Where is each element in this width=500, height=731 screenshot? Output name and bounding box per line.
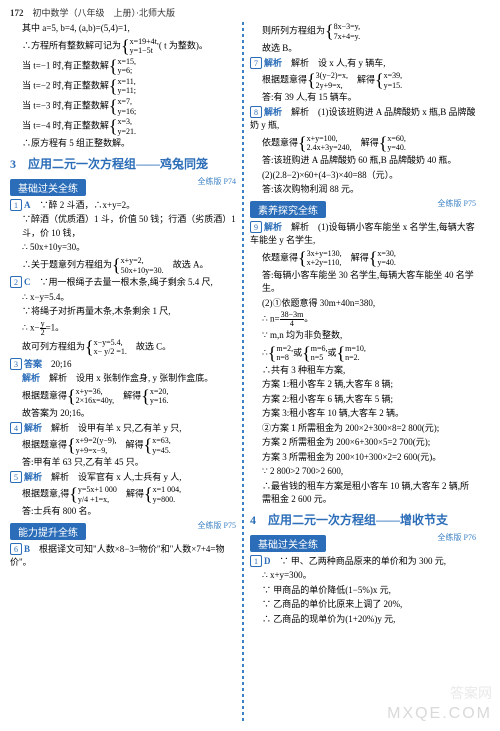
text-line: 方案 3 所需租金为 200×10+300×2=2 600(元)。 bbox=[250, 451, 476, 465]
qnum-8: 8 bbox=[250, 106, 262, 118]
text-line: ∴方程所有整数解可记为{x=19+4t,y=1−5t( t 为整数)。 bbox=[10, 37, 236, 56]
text-line: 方案 3:租小客车 10 辆,大客车 2 辆。 bbox=[250, 407, 476, 421]
page-ref: 全练版 P75 bbox=[438, 198, 476, 209]
text-line: 当 t=−4 时,有正整数解{x=3,y=21. bbox=[10, 117, 236, 136]
watermark: MXQE.COM bbox=[387, 705, 492, 723]
text-line: ∵ m,n 均为非负整数, bbox=[250, 329, 476, 343]
text-line: 根据题意,得{y=5x+1 000y/4 +1=x, 解得{x=1 004,y=… bbox=[10, 485, 236, 504]
page-num: 172 bbox=[10, 8, 24, 18]
page-ref: 全练版 P75 bbox=[198, 520, 236, 531]
text-line: 答:该次购物利润 88 元。 bbox=[250, 183, 476, 197]
text-line: ∵醉酒（优质酒）1 斗，价值 50 钱；行酒（劣质酒）1 斗，价 10 钱， bbox=[10, 213, 236, 240]
q5: 5解析 解析 设军官有 x 人,士兵有 y 人, bbox=[10, 471, 236, 485]
right-column: 则所列方程组为{8x−3=y,7x+4=y. 故选 B。 7解析 解析 设 x … bbox=[244, 8, 476, 721]
text-line: 其中 a=5, b=4, (a,b)=(5,4)=1, bbox=[10, 22, 236, 36]
left-column: 其中 a=5, b=4, (a,b)=(5,4)=1, ∴方程所有整数解可记为{… bbox=[10, 8, 242, 721]
watermark-2: 答案网 bbox=[450, 683, 492, 703]
ribbon-row: 基础过关全练 全练版 P74 bbox=[10, 176, 236, 199]
q1r: 1D ∵ 甲、乙两种商品原来的单价和为 300 元, bbox=[250, 555, 476, 569]
text-line: ∴关于题意列方程组为{x+y=2,50x+10y=30. 故选 A。 bbox=[10, 256, 236, 275]
text-line: 则所列方程组为{8x−3=y,7x+4=y. bbox=[250, 22, 476, 41]
text-line: 方案 2:租小客车 6 辆,大客车 5 辆; bbox=[250, 393, 476, 407]
q7: 7解析 解析 设 x 人,有 y 辆车, bbox=[250, 57, 476, 71]
text-line: ∵ 乙商品的单价比原来上调了 20%, bbox=[250, 598, 476, 612]
text-line: (2)(2.8−2)×60+(4−3)×40=88（元）。 bbox=[250, 169, 476, 183]
text-line: ∵ 甲商品的单价降低(1−5%)x 元, bbox=[250, 584, 476, 598]
text-line: (2)①依题意得 30m+40n=380, bbox=[250, 297, 476, 311]
page-ref: 全练版 P76 bbox=[438, 532, 476, 543]
qnum-4: 4 bbox=[10, 422, 22, 434]
text-line: 答:每辆小客车能坐 30 名学生,每辆大客车能坐 40 名学生。 bbox=[250, 269, 476, 296]
qnum-1: 1 bbox=[10, 199, 22, 211]
text-line: ∴最省钱的租车方案是租小客车 10 辆,大客车 2 辆,所需租金 2 600 元… bbox=[250, 480, 476, 507]
text-line: 根据题意得{x+y=36,2×16x=40y, 解得{x=20,y=16. bbox=[10, 387, 236, 406]
text-line: 解析 解析 设用 x 张制作盒身, y 张制作盒底。 bbox=[10, 372, 236, 386]
ribbon-basic: 基础过关全练 bbox=[10, 179, 86, 196]
book-title: 初中数学（八年级 上册）·北师大版 bbox=[33, 8, 176, 18]
text-line: ∴ 乙商品的现单价为(1+20%)y 元, bbox=[250, 613, 476, 627]
qnum-1r: 1 bbox=[250, 555, 262, 567]
page-ref: 全练版 P74 bbox=[198, 176, 236, 187]
text-line: ∵将绳子对折再量木条,木条剩余 1 尺, bbox=[10, 305, 236, 319]
text-line: ∴ n=38−3m4。 bbox=[250, 311, 476, 328]
text-line: 当 t=−1 时,有正整数解{x=15,y=6; bbox=[10, 57, 236, 76]
text-line: ∴ x+y=300。 bbox=[250, 569, 476, 583]
q3: 3答案 20;16 bbox=[10, 358, 236, 372]
section-3-title: 3 应用二元一次方程组——鸡兔同笼 bbox=[10, 155, 236, 172]
page-header: 172 初中数学（八年级 上册）·北师大版 bbox=[10, 6, 175, 19]
q2: 2C ∵用一根绳子去量一根木条,绳子剩余 5.4 尺, bbox=[10, 276, 236, 290]
ribbon-basic-2: 基础过关全练 bbox=[250, 535, 326, 552]
ribbon-row: 素养探究全练 全练版 P75 bbox=[250, 198, 476, 221]
ribbon-explore: 素养探究全练 bbox=[250, 201, 326, 218]
text-line: ②方案 1 所需租金为 200×2+300×8=2 800(元); bbox=[250, 422, 476, 436]
text-line: ∴ 50x+10y=30。 bbox=[10, 241, 236, 255]
ribbon-row: 能力提升全练 全练版 P75 bbox=[10, 520, 236, 543]
qnum-3: 3 bbox=[10, 358, 22, 370]
text-line: 方案 1:租小客车 2 辆,大客车 8 辆; bbox=[250, 378, 476, 392]
text-line: 答:甲有羊 63 只,乙有羊 45 只。 bbox=[10, 456, 236, 470]
qnum-5: 5 bbox=[10, 471, 22, 483]
text-line: 答:该班购进 A 品牌酸奶 60 瓶,B 品牌酸奶 40 瓶。 bbox=[250, 154, 476, 168]
text-line: ∴共有 3 种租车方案, bbox=[250, 364, 476, 378]
q9: 9解析 解析 (1)设每辆小客车能坐 x 名学生,每辆大客车能坐 y 名学生, bbox=[250, 221, 476, 248]
text-line: 当 t=−2 时,有正整数解{x=11,y=11; bbox=[10, 77, 236, 96]
text-line: 方案 2 所需租金为 200×6+300×5=2 700(元); bbox=[250, 436, 476, 450]
text-line: 故选 B。 bbox=[250, 42, 476, 56]
page-body: 其中 a=5, b=4, (a,b)=(5,4)=1, ∴方程所有整数解可记为{… bbox=[0, 0, 500, 731]
qnum-9: 9 bbox=[250, 221, 262, 233]
ribbon-row: 基础过关全练 全练版 P76 bbox=[250, 532, 476, 555]
ribbon-ability: 能力提升全练 bbox=[10, 523, 86, 540]
text-line: 当 t=−3 时,有正整数解{x=7,y=16; bbox=[10, 97, 236, 116]
q8: 8解析 解析 (1)设该班购进 A 品牌酸奶 x 瓶,B 品牌酸奶 y 瓶, bbox=[250, 106, 476, 133]
text-line: ∴原方程有 5 组正整数解。 bbox=[10, 137, 236, 151]
qnum-2: 2 bbox=[10, 276, 22, 288]
text-line: 根据题意得{x+9=2(y−9),y+9=x−9, 解得{x=63,y=45. bbox=[10, 436, 236, 455]
text-line: 故可列方程组为{x−y=5.4,x− y/2 =1. 故选 C。 bbox=[10, 338, 236, 357]
q4: 4解析 解析 设甲有羊 x 只,乙有羊 y 只, bbox=[10, 422, 236, 436]
text-line: ∵ 2 800>2 700>2 600, bbox=[250, 465, 476, 479]
qnum-6: 6 bbox=[10, 543, 22, 555]
q1: 1A ∵醉 2 斗酒，∴x+y=2。 bbox=[10, 199, 236, 213]
text-line: ∴ x−y2=1。 bbox=[10, 320, 236, 337]
text-line: 依题意得{3x+y=130,x+2y=110, 解得{x=30,y=40. bbox=[250, 249, 476, 268]
text-line: ∴{m=2,n=8或{m=6,n=5或{m=10,n=2. bbox=[250, 344, 476, 363]
text-line: 答:士兵有 800 名。 bbox=[10, 505, 236, 519]
qnum-7: 7 bbox=[250, 57, 262, 69]
section-4-title: 4 应用二元一次方程组——增收节支 bbox=[250, 511, 476, 528]
text-line: 故答案为 20;16。 bbox=[10, 407, 236, 421]
q6: 6B 根据译文可知"人数×8−3=物价"和"人数×7+4=物价"。 bbox=[10, 543, 236, 570]
text-line: 根据题意得{3(y−2)=x,2y+9=x, 解得{x=39,y=15. bbox=[250, 71, 476, 90]
text-line: 依题意得{x+y=100,2.4x+3y=240, 解得{x=60,y=40. bbox=[250, 134, 476, 153]
text-line: ∴ x−y=5.4。 bbox=[10, 291, 236, 305]
text-line: 答:有 39 人,有 15 辆车。 bbox=[250, 91, 476, 105]
